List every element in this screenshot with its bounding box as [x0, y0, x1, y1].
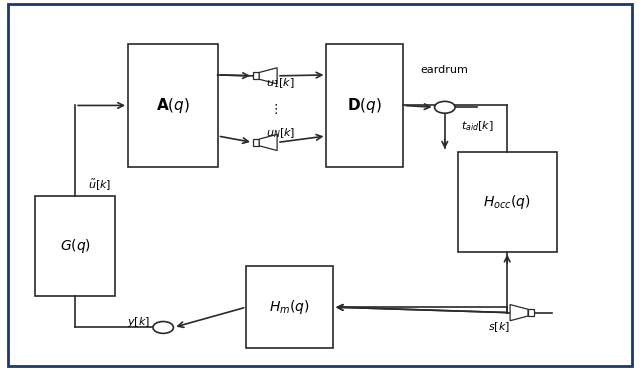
- Text: $t_{aid}[k]$: $t_{aid}[k]$: [461, 119, 493, 133]
- Bar: [35, 196, 115, 296]
- Bar: [326, 44, 403, 166]
- Polygon shape: [510, 305, 528, 321]
- Text: $H_m(q)$: $H_m(q)$: [269, 298, 310, 316]
- Polygon shape: [259, 134, 277, 151]
- Text: $u_1[k]$: $u_1[k]$: [266, 76, 294, 90]
- Bar: [246, 266, 333, 348]
- Circle shape: [435, 101, 455, 113]
- Text: $H_{occ}(q)$: $H_{occ}(q)$: [483, 193, 531, 211]
- Text: $u_N[k]$: $u_N[k]$: [266, 126, 295, 140]
- Bar: [128, 44, 218, 166]
- Text: $y[k]$: $y[k]$: [127, 315, 150, 329]
- Bar: [253, 139, 259, 146]
- Polygon shape: [259, 68, 277, 84]
- Bar: [253, 73, 259, 79]
- Text: $\mathbf{D}(q)$: $\mathbf{D}(q)$: [348, 96, 382, 115]
- Text: $s[k]$: $s[k]$: [488, 320, 510, 334]
- Bar: [458, 152, 557, 252]
- Circle shape: [153, 322, 173, 333]
- Text: $\mathbf{A}(q)$: $\mathbf{A}(q)$: [156, 96, 190, 115]
- FancyBboxPatch shape: [8, 4, 632, 366]
- Bar: [528, 309, 534, 316]
- Text: $G(q)$: $G(q)$: [60, 237, 91, 255]
- Text: eardrum: eardrum: [421, 65, 468, 75]
- Text: $\tilde{u}[k]$: $\tilde{u}[k]$: [88, 178, 111, 192]
- Text: $\vdots$: $\vdots$: [269, 102, 278, 116]
